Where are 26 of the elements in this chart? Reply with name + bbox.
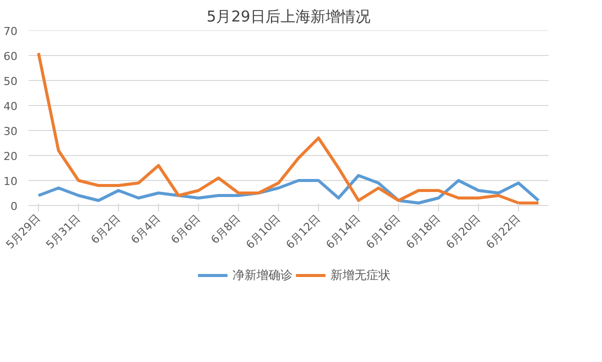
x-tick-label: 6月10日 xyxy=(244,212,284,252)
y-tick-label: 70 xyxy=(4,25,18,38)
x-tick-label: 6月6日 xyxy=(168,212,204,247)
line-series xyxy=(37,52,540,204)
x-tick-label: 6月8日 xyxy=(208,212,244,247)
x-tick-label: 6月12日 xyxy=(284,212,324,252)
y-tick-label: 10 xyxy=(4,175,18,188)
y-tick-label: 30 xyxy=(4,125,18,138)
legend-label: 净新增确诊 xyxy=(232,266,292,284)
x-tick-label: 6月4日 xyxy=(128,212,164,247)
y-tick-label: 50 xyxy=(4,75,18,88)
x-tick-label: 6月2日 xyxy=(88,212,124,247)
x-tick-label: 6月14日 xyxy=(324,212,364,252)
y-tick-label: 20 xyxy=(4,150,18,164)
y-tick-label: 0 xyxy=(10,200,18,213)
x-tick-label: 6月22日 xyxy=(484,212,524,252)
x-tick-label: 6月16日 xyxy=(364,212,404,252)
x-tick-label: 5月29日 xyxy=(4,212,44,252)
x-tick-label: 6月18日 xyxy=(404,212,444,252)
x-tick-label: 6月20日 xyxy=(444,212,484,252)
chart-title: 5月29日后上海新增情况 xyxy=(206,8,370,26)
x-tick-label: 5月31日 xyxy=(44,212,84,252)
y-tick-label: 40 xyxy=(4,100,18,114)
y-tick-label: 60 xyxy=(4,50,18,64)
legend-label: 新增无症状 xyxy=(330,266,390,284)
line-series xyxy=(37,174,540,204)
